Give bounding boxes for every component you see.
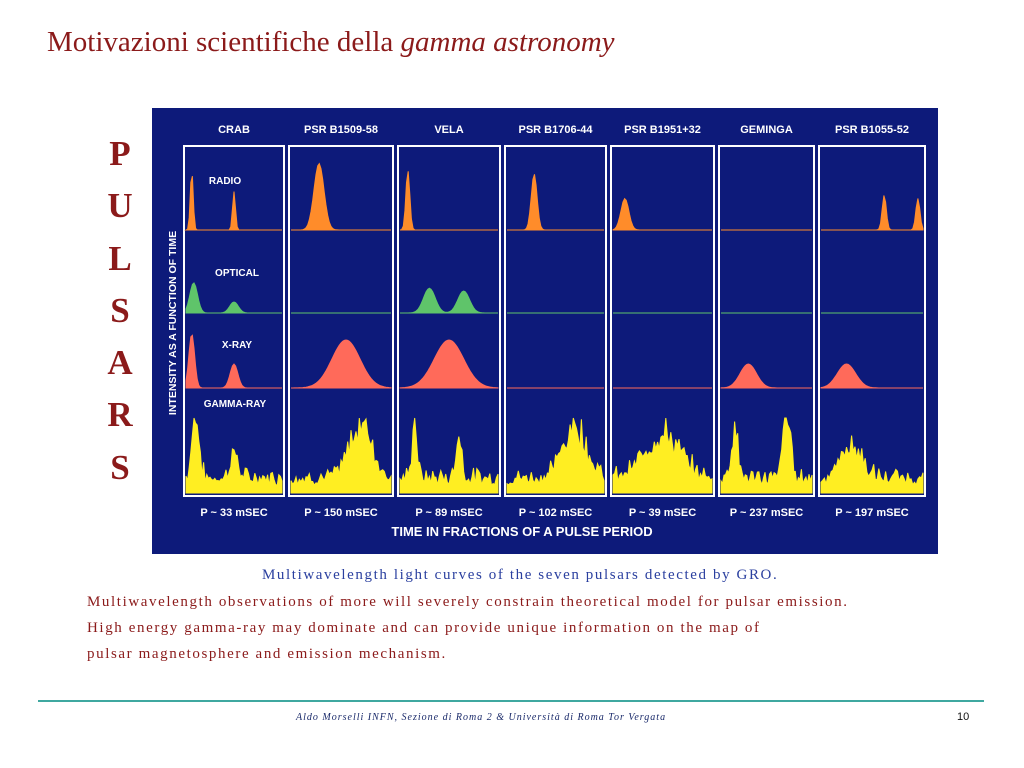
pulsar-name-label: GEMINGA	[740, 124, 793, 136]
light-curve-gamma	[399, 417, 499, 494]
pulsars-vertical-word: P U L S A R S	[100, 128, 140, 494]
light-curve-optical	[400, 287, 498, 314]
light-curve-radio	[507, 174, 604, 231]
pulsar-panel-frame	[183, 145, 285, 497]
body-text-line-2: High energy gamma-ray may dominate and c…	[87, 620, 761, 636]
vertical-letter: S	[110, 447, 130, 487]
pulsar-period-label: P ~ 33 mSEC	[200, 507, 267, 519]
light-curve-radio	[612, 197, 712, 231]
pulsar-name-label: PSR B1055-52	[835, 124, 909, 136]
pulsar-name-label: PSR B1706-44	[519, 124, 594, 136]
light-curve-xray	[399, 339, 499, 389]
light-curve-radio	[821, 195, 924, 231]
light-curve-gamma	[820, 435, 924, 494]
pulsar-light-curves-figure: CRAB P ~ 33 mSEC PSR B1509-58 P ~ 150 mSEC V…	[152, 108, 938, 554]
x-axis-label: TIME IN FRACTIONS OF A PULSE PERIOD	[391, 524, 652, 539]
vertical-letter: S	[110, 290, 130, 330]
pulsar-name-label: PSR B1509-58	[304, 124, 378, 136]
band-label: GAMMA-RAY	[204, 399, 267, 410]
vertical-letter: R	[107, 395, 133, 435]
pulsar-panel-frame	[288, 145, 394, 497]
body-text-line-3: pulsar magnetosphere and emission mechan…	[87, 646, 447, 662]
band-label: X-RAY	[222, 340, 253, 351]
footer-affiliation: Aldo Morselli INFN, Sezione di Roma 2 & …	[296, 712, 667, 723]
band-label: OPTICAL	[215, 268, 259, 279]
vertical-letter: A	[107, 343, 133, 383]
y-axis-label: INTENSITY AS A FUNCTION OF TIME	[167, 231, 179, 415]
pulsar-panel-frame	[610, 145, 715, 497]
light-curve-radio	[291, 162, 391, 231]
title-plain: Motivazioni scientifiche della	[47, 26, 401, 58]
vertical-letter: L	[108, 238, 132, 278]
figure-caption: Multiwavelength light curves of the seve…	[262, 567, 779, 583]
pulsar-period-label: P ~ 237 mSEC	[730, 507, 804, 519]
pulsar-period-label: P ~ 197 mSEC	[835, 507, 909, 519]
body-text-line-1: Multiwavelength observations of more wil…	[87, 594, 849, 610]
pulsar-name-label: VELA	[434, 124, 463, 136]
light-curve-radio	[399, 171, 498, 231]
pulsar-period-label: P ~ 89 mSEC	[415, 507, 482, 519]
pulsar-panel-frame	[818, 145, 926, 497]
pulsar-period-label: P ~ 150 mSEC	[304, 507, 378, 519]
pulsar-panel-frame	[718, 145, 815, 497]
light-curve-gamma	[506, 417, 605, 494]
pulsar-panel-frame	[504, 145, 607, 497]
light-curve-radio	[184, 175, 282, 231]
pulsar-name-label: CRAB	[218, 124, 250, 136]
pulsar-period-label: P ~ 39 mSEC	[629, 507, 696, 519]
light-curve-xray	[720, 363, 812, 389]
light-curve-xray	[291, 339, 392, 389]
page-number: 10	[957, 711, 970, 723]
light-curve-xray	[820, 363, 923, 389]
band-label: RADIO	[209, 176, 241, 187]
footer-divider	[38, 700, 984, 702]
slide-title: Motivazioni scientifiche della gamma ast…	[47, 26, 615, 59]
light-curve-xray	[185, 334, 282, 389]
vertical-letter: U	[107, 186, 133, 226]
pulsar-period-label: P ~ 102 mSEC	[519, 507, 593, 519]
title-italic: gamma astronomy	[400, 26, 615, 58]
pulsar-name-label: PSR B1951+32	[624, 124, 701, 136]
light-curve-gamma	[612, 417, 713, 494]
light-curve-gamma	[185, 417, 283, 494]
vertical-letter: P	[109, 134, 131, 173]
pulsar-panel-frame	[397, 145, 501, 497]
light-curve-optical	[185, 282, 282, 314]
light-curves-svg: CRAB P ~ 33 mSEC PSR B1509-58 P ~ 150 mSEC V…	[167, 124, 926, 539]
light-curve-gamma	[290, 417, 392, 494]
light-curve-gamma	[720, 417, 813, 494]
